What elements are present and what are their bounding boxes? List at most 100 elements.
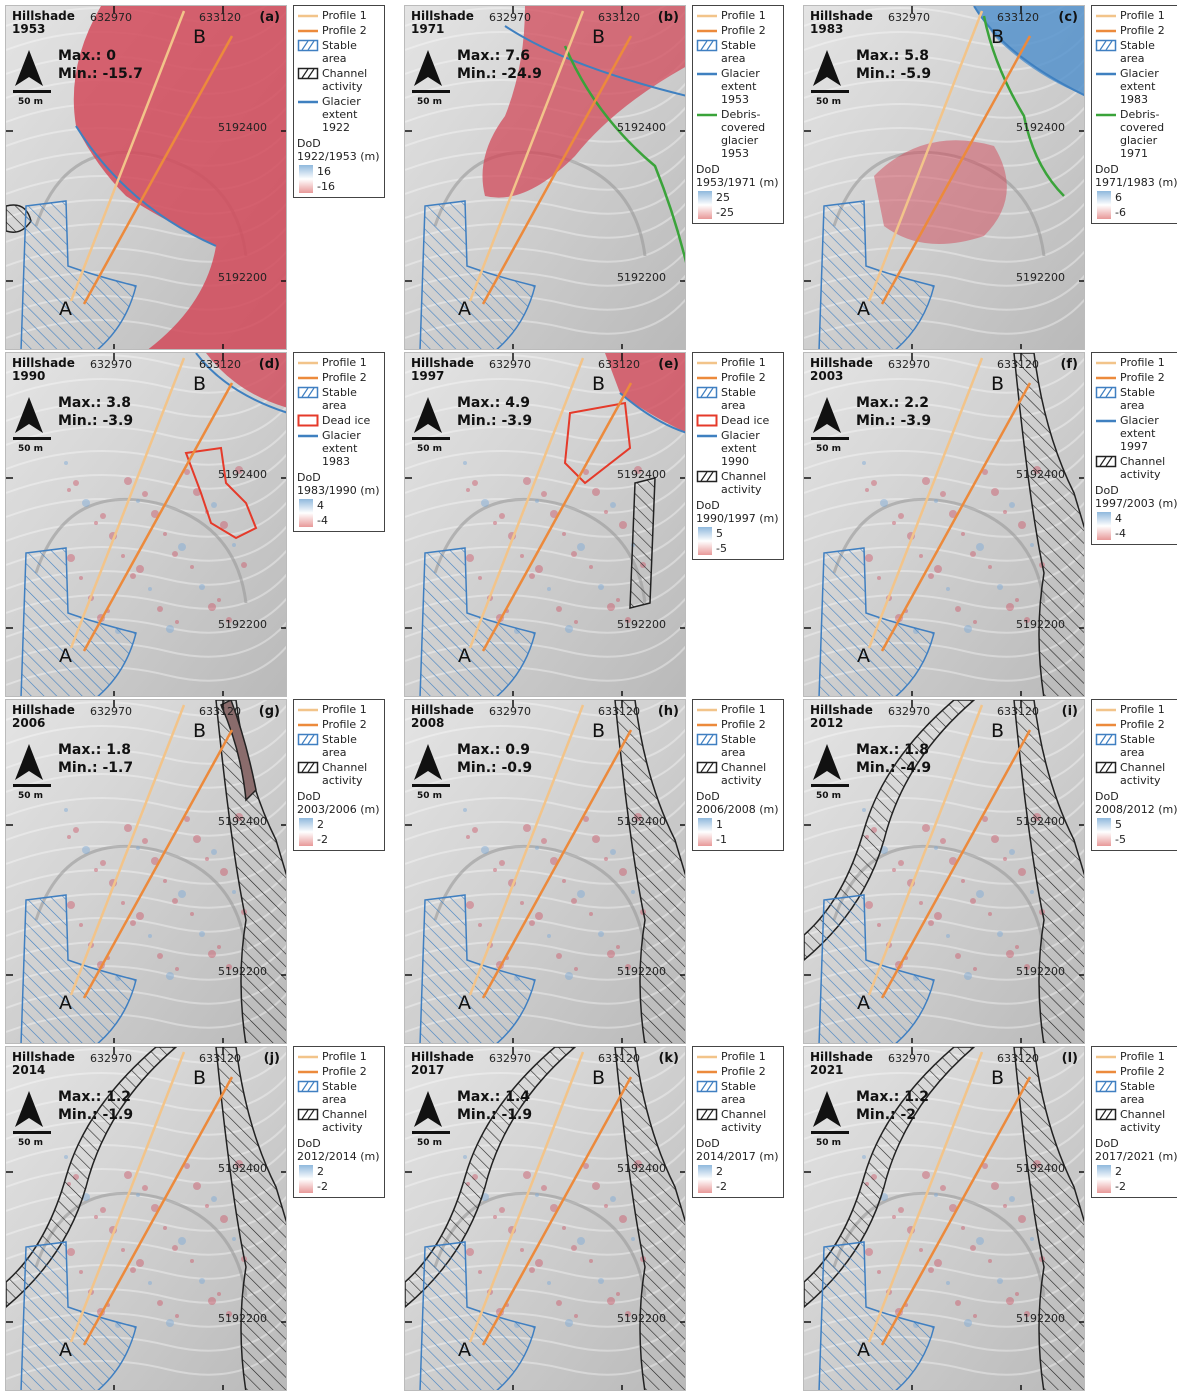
legend-label: Profile 2 bbox=[322, 718, 381, 731]
legend-stable-area: Stable area bbox=[1095, 733, 1177, 759]
legend-label: Debris-covered glacier 1953 bbox=[721, 108, 780, 160]
panel-letter: (d) bbox=[259, 357, 280, 372]
legend-profile-2: Profile 2 bbox=[297, 718, 381, 731]
hillshade-label: Hillshade 2017 bbox=[411, 1051, 474, 1077]
dod-title: DoD 1971/1983 (m) bbox=[1095, 163, 1177, 189]
profile1-symbol-icon bbox=[696, 356, 718, 369]
legend-label: Profile 2 bbox=[1120, 24, 1177, 37]
dod-map: Hillshade 2012 Max.: 1.8 Min.: -4.9 632970 63… bbox=[803, 699, 1085, 1044]
legend-channel: Channel activity bbox=[1095, 1108, 1177, 1134]
legend-profile-1: Profile 1 bbox=[297, 9, 381, 22]
glacier-symbol-icon bbox=[696, 429, 718, 442]
hillshade-year: 2008 bbox=[411, 716, 444, 730]
legend-stable-area: Stable area bbox=[1095, 386, 1177, 412]
profile1-symbol-icon bbox=[297, 703, 319, 716]
legend-profile-1: Profile 1 bbox=[696, 1050, 780, 1063]
profile-point-b: B bbox=[991, 720, 1004, 742]
hillshade-word: Hillshade bbox=[411, 1050, 474, 1064]
scale-label: 50 m bbox=[816, 1138, 841, 1148]
panel-letter: (l) bbox=[1062, 1051, 1078, 1066]
profile-point-a: A bbox=[857, 298, 870, 320]
dod-color-ramp: 6 -6 bbox=[1095, 191, 1177, 219]
legend-label: Profile 1 bbox=[1120, 9, 1177, 22]
profile2-symbol-icon bbox=[1095, 371, 1117, 384]
legend-label: Profile 1 bbox=[322, 356, 381, 369]
legend-label: Profile 2 bbox=[721, 718, 780, 731]
hillshade-label: Hillshade 1990 bbox=[12, 357, 75, 383]
profile-point-b: B bbox=[193, 26, 206, 48]
profile-point-a: A bbox=[857, 645, 870, 667]
channel-symbol-icon bbox=[297, 67, 319, 80]
dod-color-ramp: 2 -2 bbox=[1095, 1165, 1177, 1193]
easting-label: 632970 bbox=[90, 705, 132, 718]
profile-point-a: A bbox=[458, 298, 471, 320]
profile1-symbol-icon bbox=[1095, 356, 1117, 369]
profile-point-a: A bbox=[458, 1339, 471, 1361]
hillshade-label: Hillshade 1983 bbox=[810, 10, 873, 36]
legend-profile-1: Profile 1 bbox=[297, 356, 381, 369]
panel-letter: (j) bbox=[264, 1051, 280, 1066]
northing-label: 5192400 bbox=[1016, 1162, 1065, 1175]
easting-label: 633120 bbox=[997, 11, 1039, 24]
max-value: Max.: 0.9 bbox=[457, 742, 530, 758]
panel-letter: (g) bbox=[259, 704, 280, 719]
stable-symbol-icon bbox=[297, 733, 319, 746]
easting-label: 632970 bbox=[489, 1052, 531, 1065]
legend-profile-2: Profile 2 bbox=[297, 371, 381, 384]
legend-label: Profile 2 bbox=[1120, 718, 1177, 731]
hillshade-label: Hillshade 2008 bbox=[411, 704, 474, 730]
north-arrow-icon bbox=[413, 1091, 443, 1131]
northing-label: 5192400 bbox=[617, 815, 666, 828]
legend-glacier: Glacier extent 1990 bbox=[696, 429, 780, 468]
stable-symbol-icon bbox=[297, 1080, 319, 1093]
ramp-values: 4 -4 bbox=[317, 499, 328, 527]
legend-label: Channel activity bbox=[721, 761, 780, 787]
ramp-min-value: -2 bbox=[317, 833, 328, 846]
easting-label: 632970 bbox=[90, 1052, 132, 1065]
panel-letter: (c) bbox=[1058, 10, 1078, 25]
north-arrow-icon bbox=[14, 50, 44, 90]
ramp-values: 4 -4 bbox=[1115, 512, 1126, 540]
legend-label: Profile 2 bbox=[322, 24, 381, 37]
legend-label: Channel activity bbox=[322, 761, 381, 787]
easting-label: 633120 bbox=[199, 1052, 241, 1065]
legend-stable-area: Stable area bbox=[696, 39, 780, 65]
dod-map: Hillshade 1990 Max.: 3.8 Min.: -3.9 632970 63… bbox=[5, 352, 287, 697]
map-graphic bbox=[804, 1047, 1085, 1391]
max-value: Max.: 0 bbox=[58, 48, 116, 64]
legend-label: Stable area bbox=[721, 1080, 780, 1106]
legend-label: Profile 2 bbox=[322, 371, 381, 384]
profile2-symbol-icon bbox=[1095, 1065, 1117, 1078]
legend-label: Glacier extent 1983 bbox=[322, 429, 381, 468]
legend-deadice: Dead ice bbox=[696, 414, 780, 427]
color-ramp-bar bbox=[698, 818, 712, 846]
stable-symbol-icon bbox=[1095, 1080, 1117, 1093]
map-panel: Hillshade 2012 Max.: 1.8 Min.: -4.9 632970 63… bbox=[803, 699, 1177, 1044]
ramp-max-value: 2 bbox=[317, 1165, 328, 1178]
dod-title: DoD 2008/2012 (m) bbox=[1095, 790, 1177, 816]
legend-stable-area: Stable area bbox=[696, 733, 780, 759]
northing-label: 5192400 bbox=[1016, 121, 1065, 134]
map-graphic bbox=[405, 6, 686, 350]
map-legend: Profile 1 Profile 2 Stable area Channel act… bbox=[293, 699, 385, 851]
dod-title: DoD 2014/2017 (m) bbox=[696, 1137, 780, 1163]
north-arrow-icon bbox=[812, 50, 842, 90]
legend-profile-1: Profile 1 bbox=[696, 9, 780, 22]
map-graphic bbox=[6, 700, 287, 1044]
northing-label: 5192400 bbox=[218, 468, 267, 481]
profile1-symbol-icon bbox=[297, 1050, 319, 1063]
glacier-symbol-icon bbox=[1095, 414, 1117, 427]
dod-color-ramp: 2 -2 bbox=[696, 1165, 780, 1193]
max-value: Max.: 5.8 bbox=[856, 48, 929, 64]
min-value: Min.: -2 bbox=[856, 1107, 916, 1123]
legend-channel: Channel activity bbox=[297, 67, 381, 93]
northing-label: 5192200 bbox=[1016, 1312, 1065, 1325]
north-arrow-icon bbox=[14, 1091, 44, 1131]
legend-profile-2: Profile 2 bbox=[297, 24, 381, 37]
hillshade-year: 1997 bbox=[411, 369, 444, 383]
profile-point-a: A bbox=[458, 992, 471, 1014]
legend-label: Stable area bbox=[322, 386, 381, 412]
north-arrow-icon bbox=[413, 50, 443, 90]
legend-stable-area: Stable area bbox=[696, 1080, 780, 1106]
scale-label: 50 m bbox=[417, 97, 442, 107]
